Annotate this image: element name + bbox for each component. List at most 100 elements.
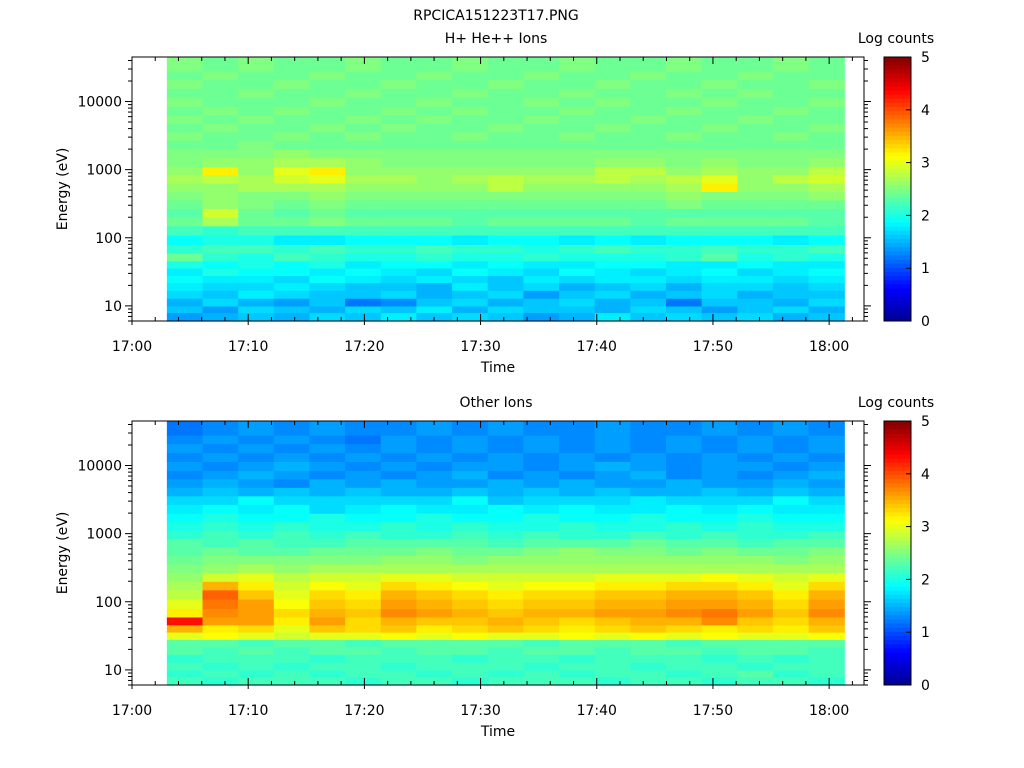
plot-frame bbox=[131, 56, 865, 322]
heatmap-cell bbox=[416, 504, 453, 514]
heatmap-cell bbox=[202, 504, 239, 514]
heatmap-cell bbox=[665, 88, 703, 98]
heatmap-cell bbox=[273, 166, 311, 176]
heatmap-cell bbox=[202, 123, 239, 133]
heatmap-cell bbox=[737, 244, 774, 254]
heatmap-cell bbox=[273, 305, 311, 314]
heatmap-cell bbox=[202, 624, 239, 633]
colorbar-tick-label: 0 bbox=[921, 314, 930, 330]
heatmap-cell bbox=[238, 631, 275, 641]
colorbar-segment bbox=[884, 57, 911, 62]
heatmap-cell bbox=[737, 252, 774, 262]
heatmap-cell bbox=[345, 208, 382, 218]
heatmap-cell bbox=[701, 114, 738, 124]
heatmap-cell bbox=[559, 174, 596, 184]
heatmap-cell bbox=[380, 669, 418, 678]
heatmap-cell bbox=[523, 275, 560, 284]
colorbar-segment bbox=[884, 462, 911, 467]
heatmap-cell bbox=[166, 538, 204, 548]
x-tick-label: 17:30 bbox=[460, 703, 500, 719]
heatmap-cell bbox=[309, 452, 346, 462]
heatmap-cell bbox=[487, 174, 524, 184]
heatmap-cell bbox=[380, 114, 418, 124]
heatmap-cell bbox=[273, 244, 311, 254]
colorbar-segment bbox=[884, 217, 911, 223]
heatmap-cell bbox=[273, 563, 311, 573]
heatmap-cell bbox=[452, 244, 489, 254]
heatmap-cell bbox=[345, 616, 382, 626]
heatmap-cell bbox=[523, 305, 560, 314]
heatmap-cell bbox=[166, 646, 204, 655]
heatmap-cell bbox=[630, 639, 667, 648]
heatmap-cell bbox=[452, 631, 489, 641]
heatmap-cell bbox=[772, 174, 810, 184]
heatmap-cell bbox=[772, 624, 810, 633]
heatmap-cell bbox=[737, 182, 774, 192]
heatmap-cell bbox=[594, 166, 631, 176]
heatmap-cell bbox=[559, 234, 596, 245]
heatmap-cell bbox=[166, 290, 204, 299]
heatmap-cell bbox=[166, 191, 204, 201]
heatmap-cell bbox=[166, 282, 204, 291]
heatmap-cell bbox=[345, 452, 382, 462]
colorbar-segment bbox=[884, 90, 911, 95]
heatmap-cell bbox=[452, 199, 489, 209]
colorbar-segment bbox=[884, 602, 911, 608]
heatmap-cell bbox=[202, 57, 239, 72]
colorbar-segment bbox=[884, 73, 911, 79]
heatmap-cell bbox=[523, 260, 560, 269]
heatmap-cell bbox=[772, 114, 810, 124]
heatmap-cell bbox=[808, 487, 845, 497]
heatmap-cell bbox=[808, 88, 845, 98]
heatmap-cell bbox=[345, 598, 382, 609]
heatmap-cell bbox=[701, 260, 738, 269]
heatmap-cell bbox=[737, 487, 774, 497]
heatmap-cell bbox=[559, 504, 596, 514]
colorbar-label: Log counts bbox=[858, 395, 934, 411]
heatmap-cell bbox=[523, 470, 560, 480]
heatmap-cell bbox=[166, 616, 204, 626]
heatmap-cell bbox=[594, 312, 631, 322]
heatmap-cell bbox=[202, 166, 239, 176]
heatmap-cell bbox=[737, 106, 774, 116]
heatmap-cell bbox=[345, 260, 382, 269]
heatmap-cell bbox=[772, 608, 810, 618]
heatmap-cell bbox=[487, 598, 524, 609]
heatmap-cell bbox=[487, 589, 524, 600]
heatmap-cell bbox=[380, 199, 418, 209]
colorbar-segment bbox=[884, 151, 911, 157]
heatmap-cell bbox=[559, 676, 596, 686]
heatmap-cell bbox=[808, 97, 845, 107]
colorbar-segment bbox=[884, 561, 911, 566]
heatmap-cell bbox=[202, 275, 239, 284]
heatmap-cells bbox=[166, 57, 845, 322]
y-tick-label: 10 bbox=[104, 299, 122, 315]
heatmap-cell bbox=[594, 275, 631, 284]
heatmap-cell bbox=[665, 166, 703, 176]
colorbar-segment bbox=[884, 511, 911, 517]
colorbar-segment bbox=[884, 127, 911, 132]
heatmap-cell bbox=[559, 298, 596, 307]
heatmap-cell bbox=[309, 572, 346, 582]
heatmap-cell bbox=[737, 260, 774, 269]
heatmap-cell bbox=[665, 199, 703, 209]
x-tick-label: 17:00 bbox=[112, 339, 152, 355]
colorbar-segment bbox=[884, 98, 911, 103]
heatmap-cell bbox=[701, 487, 738, 497]
heatmap-cell bbox=[380, 676, 418, 686]
heatmap-cell bbox=[487, 208, 524, 218]
colorbar-segment bbox=[884, 114, 911, 120]
heatmap-cell bbox=[737, 79, 774, 90]
colorbar-segment bbox=[884, 680, 911, 686]
heatmap-cell bbox=[202, 530, 239, 540]
heatmap-cell bbox=[808, 546, 845, 556]
heatmap-cell bbox=[452, 521, 489, 532]
heatmap-cell bbox=[737, 149, 774, 159]
heatmap-cell bbox=[309, 662, 346, 671]
heatmap-cell bbox=[273, 88, 311, 98]
heatmap-cell bbox=[487, 298, 524, 307]
heatmap-cell bbox=[772, 267, 810, 277]
heatmap-cell bbox=[416, 282, 453, 291]
x-axis-label: Time bbox=[480, 360, 515, 376]
heatmap-cell bbox=[380, 252, 418, 262]
